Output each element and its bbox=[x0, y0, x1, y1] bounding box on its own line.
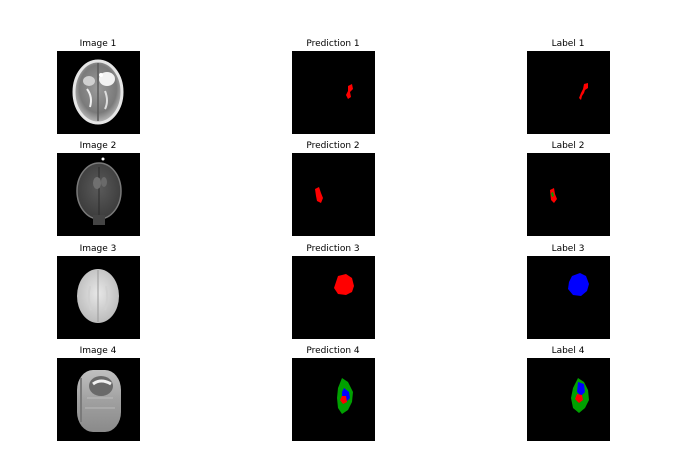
label-mask-3 bbox=[527, 256, 610, 339]
image-title-4: Image 4 bbox=[79, 346, 117, 356]
prediction-title-3: Prediction 3 bbox=[306, 244, 360, 254]
label-title-3: Label 3 bbox=[551, 244, 585, 254]
label-title-2: Label 2 bbox=[551, 141, 585, 151]
prediction-mask-4 bbox=[292, 358, 375, 441]
prediction-mask-2 bbox=[292, 153, 375, 236]
mri-image-3 bbox=[57, 256, 140, 339]
prediction-mask-1 bbox=[292, 51, 375, 134]
mri-image-2 bbox=[57, 153, 140, 236]
label-mask-1 bbox=[527, 51, 610, 134]
prediction-title-2: Prediction 2 bbox=[306, 141, 360, 151]
prediction-title-4: Prediction 4 bbox=[306, 346, 360, 356]
mri-image-4 bbox=[57, 358, 140, 441]
prediction-mask-3 bbox=[292, 256, 375, 339]
image-title-3: Image 3 bbox=[79, 244, 117, 254]
prediction-title-1: Prediction 1 bbox=[306, 39, 360, 49]
image-title-2: Image 2 bbox=[79, 141, 117, 151]
label-title-1: Label 1 bbox=[551, 39, 585, 49]
label-title-4: Label 4 bbox=[551, 346, 585, 356]
image-title-1: Image 1 bbox=[79, 39, 117, 49]
label-mask-2 bbox=[527, 153, 610, 236]
mri-image-1 bbox=[57, 51, 140, 134]
label-mask-4 bbox=[527, 358, 610, 441]
